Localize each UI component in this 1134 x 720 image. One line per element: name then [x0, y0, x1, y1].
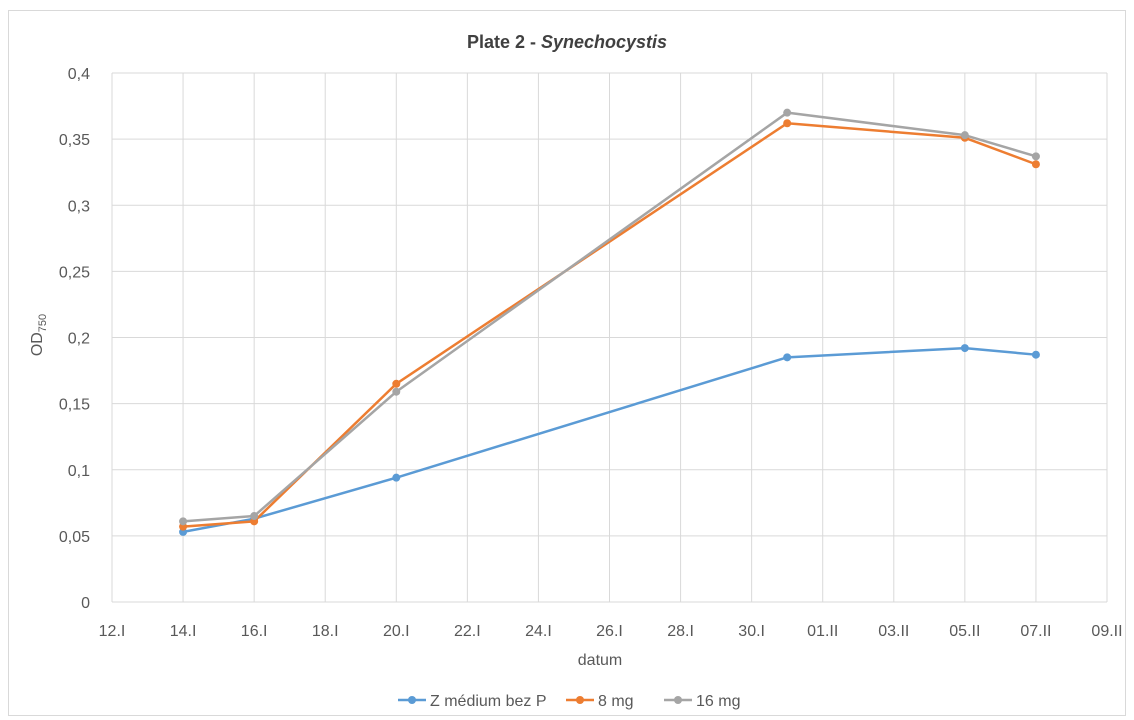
x-tick-label: 01.II: [807, 623, 838, 640]
x-tick-label: 05.II: [949, 623, 980, 640]
legend-swatch-marker: [408, 696, 416, 704]
legend-entry-label: 8 mg: [598, 693, 634, 710]
y-tick-label: 0,35: [59, 132, 90, 149]
data-point: [1031, 152, 1040, 161]
x-tick-label: 18.I: [312, 623, 339, 640]
x-tick-label: 28.I: [667, 623, 694, 640]
series-line-3: [181, 111, 1038, 523]
x-tick-label: 22.I: [454, 623, 481, 640]
legend-entry-label: 16 mg: [696, 693, 740, 710]
y-tick-label: 0,15: [59, 397, 90, 414]
y-axis-ticks: 0 0,05 0,1 0,15 0,2 0,25 0,3 0,35 0,4: [59, 66, 90, 612]
x-axis-label: datum: [578, 652, 622, 669]
x-tick-label: 12.I: [99, 623, 126, 640]
x-tick-label: 24.I: [525, 623, 552, 640]
x-tick-label: 07.II: [1020, 623, 1051, 640]
data-point: [783, 119, 792, 128]
chart-frame: [8, 10, 1126, 716]
data-point: [783, 108, 792, 117]
x-tick-label: 09.II: [1091, 623, 1122, 640]
y-tick-label: 0,3: [68, 198, 90, 215]
legend-swatch-marker: [576, 696, 584, 704]
series-layer: [179, 108, 1040, 536]
x-tick-label: 26.I: [596, 623, 623, 640]
chart-title-main: Plate 2 -: [467, 32, 541, 52]
data-point: [1031, 160, 1040, 169]
data-point: [960, 131, 969, 140]
data-point: [179, 517, 188, 526]
data-point: [392, 379, 401, 388]
y-tick-label: 0,1: [68, 463, 90, 480]
data-point: [960, 344, 969, 353]
y-tick-label: 0,4: [68, 66, 90, 83]
y-axis-label-subscript: 750: [37, 314, 49, 332]
chart-title-italic: Synechocystis: [541, 32, 667, 52]
x-tick-label: 03.II: [878, 623, 909, 640]
x-tick-label: 20.I: [383, 623, 410, 640]
y-tick-label: 0: [81, 595, 90, 612]
x-tick-label: 30.I: [738, 623, 765, 640]
y-axis-label: OD750: [29, 314, 49, 356]
chart-title: Plate 2 - Synechocystis: [467, 32, 667, 52]
y-tick-label: 0,2: [68, 331, 90, 348]
y-tick-label: 0,05: [59, 529, 90, 546]
x-tick-label: 14.I: [170, 623, 197, 640]
legend-entry-label: Z médium bez P: [430, 693, 546, 710]
legend: Z médium bez P 8 mg 16 mg: [398, 693, 740, 710]
gridlines: [111, 72, 1108, 603]
series-line-1: [181, 346, 1038, 534]
y-axis-label-main: OD: [29, 332, 46, 356]
data-point: [250, 512, 259, 521]
y-tick-label: 0,25: [59, 264, 90, 281]
data-point: [392, 387, 401, 396]
data-point: [783, 353, 792, 362]
x-tick-label: 16.I: [241, 623, 268, 640]
x-axis-ticks: 12.I 14.I 16.I 18.I 20.I 22.I 24.I 26.I 28.I 30.I…: [99, 623, 1123, 640]
legend-swatch-marker: [674, 696, 682, 704]
data-point: [1031, 350, 1040, 359]
data-point: [392, 473, 401, 482]
